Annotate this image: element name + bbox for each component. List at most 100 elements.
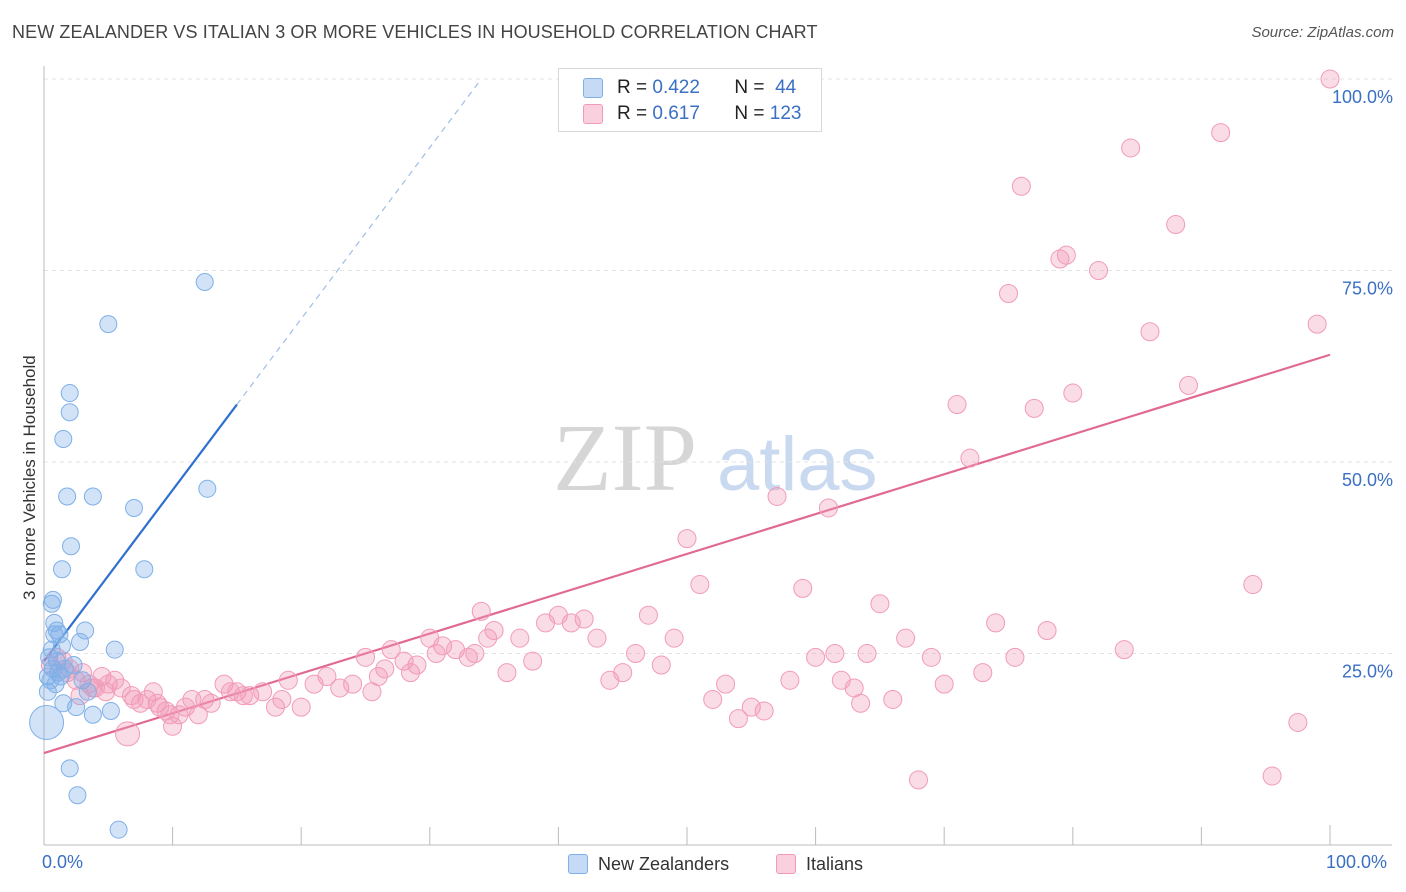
new-zealanders-point bbox=[78, 682, 97, 701]
italians-trend-line bbox=[43, 353, 1331, 755]
italians-point bbox=[921, 647, 941, 667]
new-zealanders-points bbox=[29, 272, 217, 839]
italians-point bbox=[857, 644, 877, 663]
italians-point bbox=[999, 283, 1018, 303]
watermark-atlas: atlas bbox=[717, 422, 878, 507]
italians-point bbox=[986, 613, 1006, 633]
new-zealanders-point bbox=[68, 786, 87, 805]
r-value-new-zealanders: 0.422 bbox=[652, 77, 700, 98]
r-label: R = bbox=[617, 77, 648, 98]
italians-point bbox=[1166, 215, 1186, 235]
italians-point bbox=[1063, 383, 1083, 403]
n-value-italians: 123 bbox=[769, 103, 802, 124]
italians-point bbox=[896, 628, 916, 648]
new-zealanders-point bbox=[198, 479, 217, 498]
italians-point bbox=[561, 613, 581, 633]
italians-point bbox=[1262, 766, 1282, 786]
italians-point bbox=[626, 644, 646, 663]
italians-point bbox=[478, 628, 498, 648]
watermark-zip: ZIP bbox=[553, 404, 697, 511]
italians-point bbox=[1307, 314, 1327, 334]
italians-point bbox=[343, 674, 363, 694]
italians-point bbox=[111, 678, 131, 698]
italians-point bbox=[497, 663, 517, 683]
italians-point bbox=[278, 670, 298, 690]
italians-point bbox=[767, 486, 787, 506]
italians-point bbox=[163, 716, 183, 736]
italians-point bbox=[381, 640, 401, 660]
italians-point bbox=[253, 682, 273, 702]
new-zealanders-point bbox=[54, 430, 73, 449]
italians-point bbox=[1288, 712, 1308, 732]
new-zealanders-point bbox=[62, 537, 81, 556]
italians-point bbox=[240, 686, 260, 706]
new-zealanders-point bbox=[135, 560, 154, 579]
italians-point bbox=[1005, 647, 1025, 667]
italians-point bbox=[53, 651, 73, 671]
y-tick-label: 25.0% bbox=[1342, 662, 1393, 682]
new-zealanders-point bbox=[105, 640, 124, 659]
legend-swatch-new-zealanders bbox=[583, 78, 603, 98]
italians-point bbox=[780, 670, 800, 690]
italians-point bbox=[368, 666, 388, 686]
italians-point bbox=[1140, 322, 1160, 342]
new-zealanders-point bbox=[125, 498, 144, 517]
italians-point bbox=[1121, 138, 1141, 158]
italians-point bbox=[818, 498, 838, 518]
y-tick-labels: 25.0% 50.0% 75.0% 100.0% bbox=[1332, 87, 1393, 682]
new-zealanders-point bbox=[73, 671, 92, 690]
new-zealanders-point bbox=[195, 272, 214, 291]
italians-point bbox=[484, 621, 504, 641]
italians-point bbox=[201, 693, 221, 713]
italians-point bbox=[394, 651, 414, 671]
legend-item-new-zealanders: New Zealanders bbox=[568, 852, 729, 876]
italians-point bbox=[160, 705, 180, 725]
trend-lines bbox=[43, 78, 1331, 755]
r-label: R = bbox=[617, 103, 648, 124]
new-zealanders-point bbox=[53, 560, 72, 579]
italians-point bbox=[908, 770, 928, 790]
italians-point bbox=[883, 689, 903, 709]
gridlines bbox=[44, 78, 1392, 654]
italians-point bbox=[330, 678, 350, 698]
italians-point bbox=[1056, 245, 1076, 265]
italians-point bbox=[716, 674, 736, 694]
italians-point bbox=[233, 686, 253, 706]
legend-row-new-zealanders: R = 0.422 N = 44 bbox=[583, 75, 796, 101]
italians-point bbox=[754, 701, 774, 721]
new-zealanders-point bbox=[42, 640, 61, 659]
italians-point bbox=[401, 663, 421, 683]
new-zealanders-point bbox=[60, 384, 79, 403]
italians-point bbox=[960, 448, 980, 468]
italians-point bbox=[793, 578, 813, 598]
italians-point bbox=[471, 601, 491, 621]
italians-point bbox=[265, 697, 285, 717]
source-credit: Source: ZipAtlas.com bbox=[1251, 24, 1394, 41]
new-zealanders-point bbox=[58, 487, 77, 506]
n-label: N = bbox=[734, 77, 765, 98]
italians-point bbox=[426, 644, 446, 663]
italians-point bbox=[523, 651, 543, 671]
italians-point bbox=[690, 575, 710, 595]
italians-point bbox=[1243, 575, 1263, 595]
n-label: N = bbox=[734, 103, 765, 124]
new-zealanders-point bbox=[47, 652, 66, 671]
italians-point bbox=[638, 605, 658, 625]
italians-point bbox=[947, 395, 967, 415]
legend-swatch-new-zealanders bbox=[568, 854, 588, 874]
new-zealanders-trend-line bbox=[43, 403, 238, 662]
italians-point bbox=[651, 655, 671, 675]
new-zealanders-point bbox=[55, 659, 74, 678]
y-tick-label: 50.0% bbox=[1342, 470, 1393, 490]
new-zealanders-point bbox=[67, 698, 86, 717]
new-zealanders-point bbox=[44, 590, 63, 609]
new-zealanders-point bbox=[38, 682, 57, 701]
italians-point bbox=[433, 636, 453, 656]
italians-point bbox=[465, 644, 485, 663]
italians-point bbox=[291, 697, 311, 717]
italians-point bbox=[375, 659, 395, 679]
italians-point bbox=[1320, 69, 1340, 89]
x-axis-max-label: 100.0% bbox=[1326, 852, 1388, 872]
italians-point bbox=[741, 697, 761, 717]
italians-point bbox=[272, 689, 292, 709]
